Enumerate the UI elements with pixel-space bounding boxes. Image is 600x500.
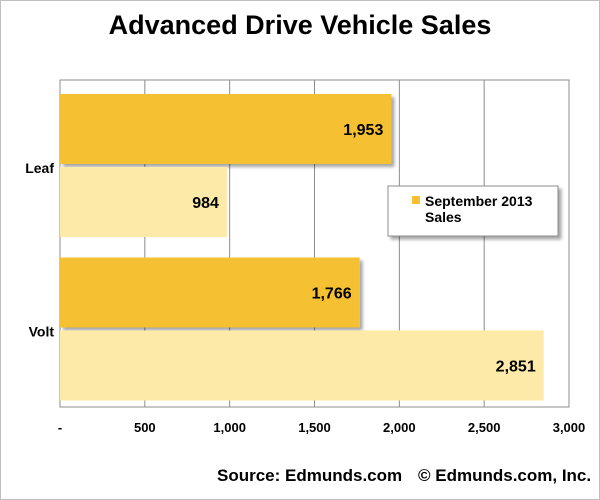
legend-label-line-1: September 2013 bbox=[425, 193, 533, 209]
legend-swatch bbox=[412, 196, 420, 204]
x-tick-label: 2,500 bbox=[468, 420, 501, 435]
x-tick-label: 1,500 bbox=[298, 420, 331, 435]
data-label: 984 bbox=[192, 195, 219, 212]
category-label-leaf: Leaf bbox=[25, 160, 54, 176]
bars bbox=[60, 94, 544, 401]
legend-label-line-2: Sales bbox=[425, 209, 462, 225]
data-label: 1,766 bbox=[312, 286, 352, 303]
x-tick-label: - bbox=[58, 420, 62, 435]
category-label-volt: Volt bbox=[29, 324, 55, 340]
legend-box bbox=[387, 185, 559, 237]
x-tick-label: 500 bbox=[134, 420, 156, 435]
value-labels: 1,953 984 1,766 2,851 bbox=[192, 122, 536, 376]
category-labels: Leaf Volt bbox=[25, 160, 54, 340]
bar-leaf-series-2 bbox=[60, 167, 227, 237]
copyright-notice: © Edmunds.com, Inc. bbox=[418, 466, 592, 485]
chart-title: Advanced Drive Vehicle Sales bbox=[108, 10, 492, 40]
data-label: 2,851 bbox=[496, 359, 536, 376]
x-tick-label: 3,000 bbox=[553, 420, 586, 435]
source-credit: Source: Edmunds.com bbox=[217, 466, 403, 485]
legend: September 2013 Sales bbox=[387, 185, 559, 237]
x-tick-label: 2,000 bbox=[383, 420, 416, 435]
tick-labels: - 500 1,000 1,500 2,000 2,500 3,000 bbox=[58, 420, 585, 435]
bar-volt-series-1 bbox=[60, 257, 360, 328]
x-tick-label: 1,000 bbox=[213, 420, 246, 435]
bar-volt-series-2 bbox=[60, 330, 544, 401]
data-label: 1,953 bbox=[343, 122, 383, 139]
bar-leaf-series-1 bbox=[60, 94, 392, 164]
